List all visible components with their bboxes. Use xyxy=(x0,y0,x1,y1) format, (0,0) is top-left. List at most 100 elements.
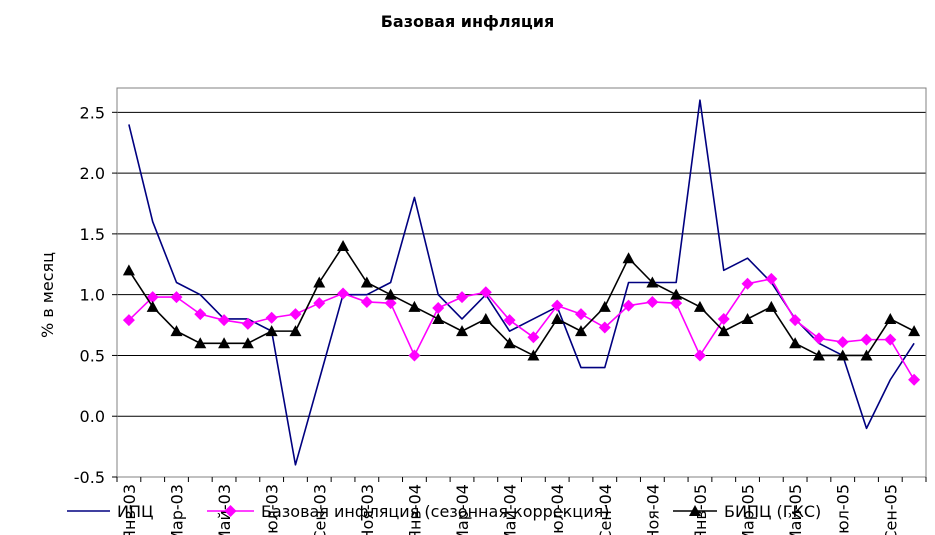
data-point-diamond xyxy=(360,295,373,308)
data-point-triangle xyxy=(360,276,373,288)
data-point-diamond xyxy=(551,299,564,312)
data-point-triangle xyxy=(384,288,397,300)
y-tick-label: 2.5 xyxy=(80,103,105,122)
data-point-triangle xyxy=(908,325,921,337)
x-tick-label: Янв-03 xyxy=(120,484,139,535)
data-point-diamond xyxy=(265,311,278,324)
data-point-triangle xyxy=(860,349,873,361)
data-point-diamond xyxy=(456,291,469,304)
data-point-diamond xyxy=(479,286,492,299)
data-point-diamond xyxy=(241,317,254,330)
data-point-triangle xyxy=(170,325,183,337)
data-point-diamond xyxy=(836,336,849,349)
legend-marker-triangle xyxy=(689,505,701,516)
series-line xyxy=(128,245,915,357)
data-point-diamond xyxy=(218,314,231,327)
y-tick-label: 1.0 xyxy=(80,286,105,305)
data-point-diamond xyxy=(908,373,921,386)
data-point-diamond xyxy=(527,331,540,344)
x-tick-label: Июл-03 xyxy=(263,484,282,535)
x-tick-label: Июл-04 xyxy=(548,484,567,535)
series-group xyxy=(122,99,921,466)
data-point-triangle xyxy=(789,337,802,349)
data-point-triangle xyxy=(503,337,516,349)
data-point-diamond xyxy=(289,308,302,321)
data-point-diamond xyxy=(574,308,587,321)
series-line xyxy=(128,278,915,381)
data-point-triangle xyxy=(432,312,445,324)
data-point-triangle xyxy=(289,325,302,337)
data-point-diamond xyxy=(194,308,207,321)
y-tick-label: 0.5 xyxy=(80,346,105,365)
data-point-diamond xyxy=(646,295,659,308)
data-point-diamond xyxy=(122,314,135,327)
data-point-triangle xyxy=(717,325,730,337)
data-point-diamond xyxy=(598,321,611,334)
data-point-diamond xyxy=(789,314,802,327)
x-tick-labels: Янв-03 Мар-03 Май-03 Июл-03 Сен-03 Ноя-03 Янв-… xyxy=(120,484,900,535)
data-point-triangle xyxy=(265,325,278,337)
y-tick-label: -0.5 xyxy=(74,468,105,487)
data-point-diamond xyxy=(432,302,445,315)
x-tick-label: Янв-04 xyxy=(405,484,424,535)
y-axis-label: % в месяц xyxy=(38,252,57,338)
data-point-triangle xyxy=(765,300,778,312)
data-point-triangle xyxy=(218,337,231,349)
y-tick-label: 1.5 xyxy=(80,225,105,244)
legend-label: ИПЦ xyxy=(117,502,153,521)
chart-title: Базовая инфляция xyxy=(380,12,555,31)
data-point-diamond xyxy=(408,349,421,362)
gridlines xyxy=(117,111,926,417)
axes xyxy=(112,87,927,482)
data-point-diamond xyxy=(384,297,397,310)
x-tick-label: Июл-05 xyxy=(834,484,853,535)
data-point-triangle xyxy=(313,276,326,288)
x-tick-label: Май-04 xyxy=(501,484,520,535)
data-point-triangle xyxy=(337,240,350,252)
x-tick-label: Май-03 xyxy=(215,484,234,535)
data-point-triangle xyxy=(527,349,540,361)
x-tick-label: Сен-03 xyxy=(310,484,329,535)
data-point-triangle xyxy=(456,325,469,337)
x-tick-label: Мар-03 xyxy=(167,484,186,535)
data-point-diamond xyxy=(884,333,897,346)
data-point-triangle xyxy=(884,312,897,324)
data-point-triangle xyxy=(122,264,135,276)
x-tick-label: Сен-05 xyxy=(881,484,900,535)
data-point-triangle xyxy=(146,300,159,312)
data-point-diamond xyxy=(622,299,635,312)
data-point-triangle xyxy=(574,325,587,337)
data-point-diamond xyxy=(337,287,350,300)
data-point-triangle xyxy=(646,276,659,288)
x-tick-label: Май-05 xyxy=(786,484,805,535)
data-point-triangle xyxy=(693,300,706,312)
data-point-triangle xyxy=(622,252,635,264)
data-point-diamond xyxy=(146,291,159,304)
data-point-triangle xyxy=(836,349,849,361)
data-point-diamond xyxy=(765,272,778,285)
x-tick-label: Мар-05 xyxy=(739,484,758,535)
data-point-triangle xyxy=(241,337,254,349)
legend-marker-diamond xyxy=(224,505,237,517)
data-point-diamond xyxy=(860,333,873,346)
data-point-triangle xyxy=(551,312,564,324)
y-tick-label: 2.0 xyxy=(80,164,105,183)
data-point-diamond xyxy=(717,312,730,325)
x-tick-label: Янв-05 xyxy=(691,484,710,535)
data-point-triangle xyxy=(598,300,611,312)
data-point-diamond xyxy=(670,297,683,310)
x-tick-label: Мар-04 xyxy=(453,484,472,535)
legend-label: БИПЦ (ГКС) xyxy=(724,502,821,521)
data-point-triangle xyxy=(408,300,421,312)
data-point-triangle xyxy=(479,312,492,324)
data-point-diamond xyxy=(503,314,516,327)
series-line xyxy=(128,99,915,466)
y-tick-label: 0.0 xyxy=(80,407,105,426)
x-tick-label: Ноя-04 xyxy=(643,484,662,535)
legend-label: Базовая инфляция (сезонная коррекция) xyxy=(261,502,609,521)
data-point-diamond xyxy=(812,332,825,345)
data-point-triangle xyxy=(741,312,754,324)
y-tick-labels: -0.5 0.0 0.5 1.0 1.5 2.0 2.5 xyxy=(74,103,105,487)
data-point-diamond xyxy=(170,291,183,304)
